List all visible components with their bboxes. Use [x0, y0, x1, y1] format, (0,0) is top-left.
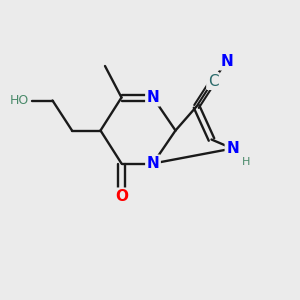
Text: O: O	[115, 189, 128, 204]
Text: N: N	[226, 141, 239, 156]
Text: HO: HO	[9, 94, 28, 107]
Text: N: N	[147, 90, 159, 105]
Text: C: C	[208, 74, 218, 88]
Text: N: N	[147, 156, 159, 171]
Text: N: N	[220, 54, 233, 69]
Text: H: H	[242, 157, 250, 167]
